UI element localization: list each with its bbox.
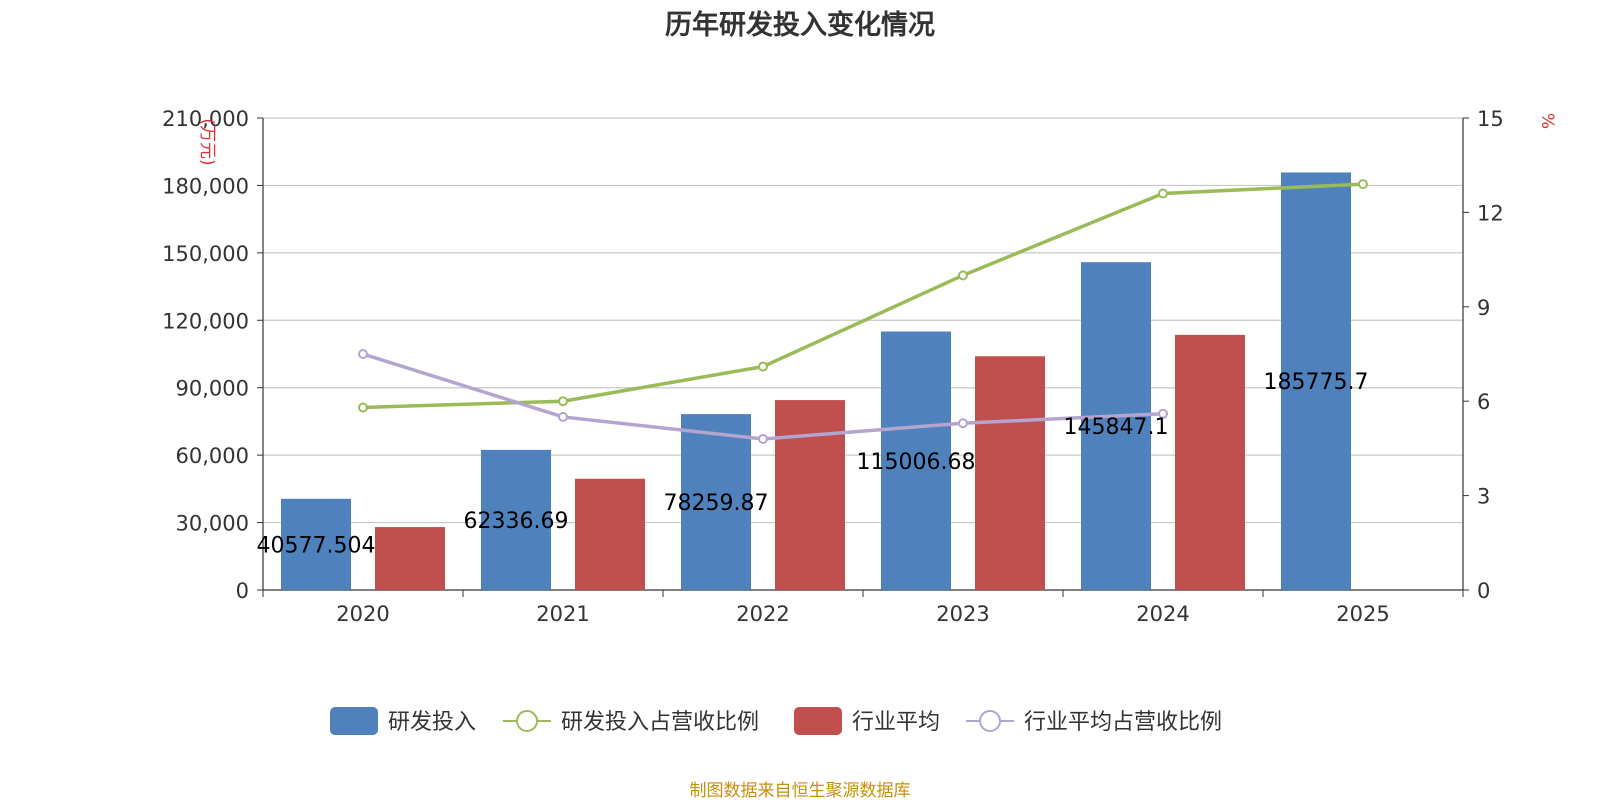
point-行业平均占营收比例 xyxy=(758,433,768,444)
bar-行业平均 xyxy=(1175,334,1245,590)
right-axis-tick-label: 9 xyxy=(1477,296,1490,320)
bar-行业平均 xyxy=(375,527,445,590)
bars xyxy=(281,172,1351,590)
point-研发投入占营收比例 xyxy=(958,270,968,281)
legend-label: 研发投入占营收比例 xyxy=(561,710,759,735)
source-note: 制图数据来自恒生聚源数据库 xyxy=(690,781,911,800)
point-研发投入占营收比例 xyxy=(758,361,768,372)
x-axis-tick-label: 2020 xyxy=(336,602,389,626)
legend-swatch-研发投入 xyxy=(330,707,378,735)
point-行业平均占营收比例 xyxy=(558,411,568,422)
legend-label: 行业平均占营收比例 xyxy=(1024,710,1222,735)
x-axis-tick-label: 2021 xyxy=(536,602,589,626)
left-axis-tick-label: 30,000 xyxy=(176,512,249,536)
left-axis-tick-label: 210,000 xyxy=(162,107,249,131)
legend-marker-行业平均占营收比例 xyxy=(979,710,1001,732)
chart-title: 历年研发投入变化情况 xyxy=(665,9,935,41)
bar-行业平均 xyxy=(975,356,1045,590)
bar-行业平均 xyxy=(575,478,645,590)
bar-行业平均 xyxy=(775,400,845,590)
legend-label: 行业平均 xyxy=(852,710,940,735)
data-label: 40577.504 xyxy=(257,533,376,558)
grid xyxy=(263,117,1463,524)
legend-marker-研发投入占营收比例 xyxy=(516,710,538,732)
point-行业平均占营收比例 xyxy=(958,418,968,429)
left-axis-tick-label: 120,000 xyxy=(162,309,249,333)
x-axis-tick-label: 2023 xyxy=(936,602,989,626)
bar-研发投入 xyxy=(1281,172,1351,590)
right-axis-tick-label: 0 xyxy=(1477,579,1490,603)
legend-label: 研发投入 xyxy=(388,710,476,735)
line-研发投入占营收比例 xyxy=(362,182,1364,410)
bar-研发投入 xyxy=(481,449,551,590)
x-axis-tick-label: 2022 xyxy=(736,602,789,626)
point-研发投入占营收比例 xyxy=(1158,188,1168,199)
data-label: 78259.87 xyxy=(664,491,769,516)
left-axis-tick-label: 180,000 xyxy=(162,174,249,198)
data-label: 62336.69 xyxy=(464,509,569,534)
legend: 研发投入 研发投入占营收比例 行业平均 行业平均占营收比例 xyxy=(330,707,1222,735)
data-label: 145847.1 xyxy=(1064,415,1169,440)
left-axis-tick-label: 150,000 xyxy=(162,242,249,266)
data-labels: 40577.504 62336.69 78259.87 115006.68 145847… xyxy=(257,370,1369,558)
left-axis-tick-label: 60,000 xyxy=(176,444,249,468)
lines xyxy=(358,179,1368,444)
right-axis-tick-label: 12 xyxy=(1477,201,1504,225)
point-研发投入占营收比例 xyxy=(558,396,568,407)
bar-研发投入 xyxy=(1081,262,1151,590)
data-label: 185775.7 xyxy=(1264,370,1369,395)
x-axis-tick-label: 2025 xyxy=(1336,602,1389,626)
x-axis-tick-label: 2024 xyxy=(1136,602,1189,626)
data-label: 115006.68 xyxy=(857,450,976,475)
legend-swatch-行业平均 xyxy=(794,707,842,735)
left-axis-tick-label: 0 xyxy=(236,579,249,603)
right-axis-tick-label: 6 xyxy=(1477,390,1490,414)
left-axis-unit: (万元) xyxy=(197,118,217,165)
left-axis-tick-label: 90,000 xyxy=(176,377,249,401)
bar-研发投入 xyxy=(881,331,951,590)
point-研发投入占营收比例 xyxy=(358,402,368,413)
bar-研发投入 xyxy=(681,414,751,590)
point-行业平均占营收比例 xyxy=(358,349,368,359)
point-研发投入占营收比例 xyxy=(1358,179,1368,190)
axes: 0 30,000 60,000 90,000 120,000 150,000 180,000… xyxy=(162,107,1557,626)
right-axis-tick-label: 15 xyxy=(1477,107,1504,131)
right-axis-tick-label: 3 xyxy=(1477,485,1490,509)
bar-研发投入 xyxy=(281,498,351,590)
right-axis-unit: % xyxy=(1537,113,1557,129)
point-行业平均占营收比例 xyxy=(1158,408,1168,419)
